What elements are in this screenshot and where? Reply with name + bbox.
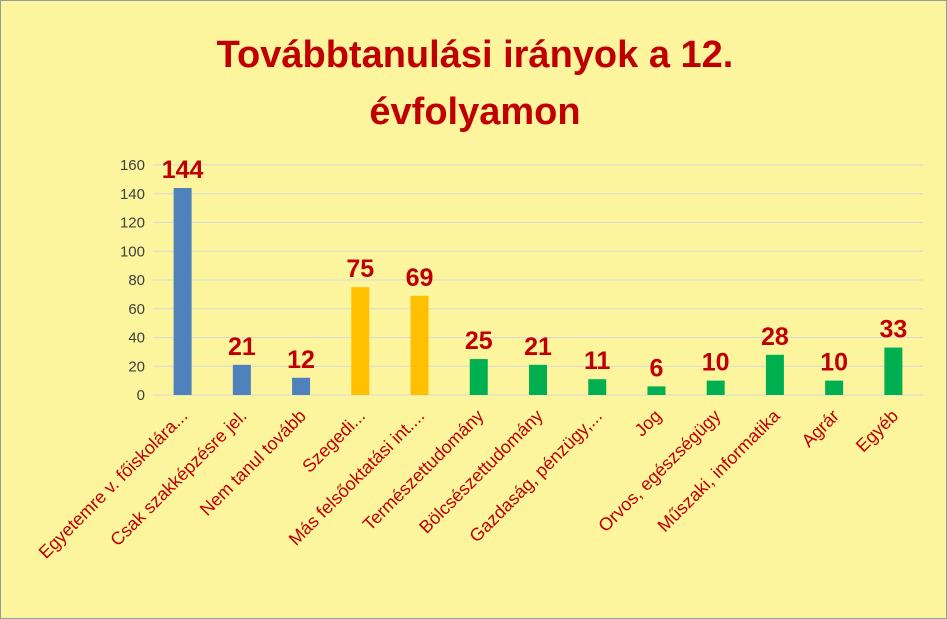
data-label-12: 10 [820,349,848,377]
data-label-1: 144 [162,156,204,184]
bars [173,188,903,395]
chart-title-line-2: évfolyamon [369,91,580,133]
bar-3 [292,377,311,395]
y-tick-label-20: 20 [128,358,145,375]
bar-11 [765,354,784,395]
x-axis: Egyetemre v. főiskolára...Csak szakképzé… [35,405,903,562]
bar-12 [825,380,844,395]
bar-1 [173,188,192,395]
gridlines [153,164,923,396]
data-labels: 144 21 12 75 69 25 21 11 6 10 28 10 33 [162,156,908,382]
bar-7 [529,364,547,395]
bar-10 [706,380,725,395]
bar-5 [410,295,429,395]
data-label-2: 21 [228,333,256,361]
data-label-5: 69 [406,264,434,292]
bar-4 [351,287,370,395]
data-label-10: 10 [702,349,730,377]
y-tick-label-80: 80 [128,272,145,289]
x-tick-label-12: Agrár [798,406,843,451]
chart-title-line-1: Továbbtanulási irányok a 12. [217,34,734,76]
y-axis: 0 20 40 60 80 100 120 140 160 [120,157,145,404]
y-tick-label-0: 0 [137,387,145,404]
x-tick-label-9: Jog [631,406,666,441]
y-tick-label-160: 160 [120,157,145,174]
y-tick-label-40: 40 [128,330,145,347]
data-label-9: 6 [650,354,664,382]
bar-9 [647,386,666,395]
y-tick-label-120: 120 [120,215,145,232]
data-label-6: 25 [465,327,493,355]
y-tick-label-100: 100 [120,243,145,260]
bar-8 [588,379,607,395]
bar-6 [469,359,488,395]
data-label-3: 12 [287,346,315,374]
data-label-4: 75 [346,255,374,283]
bar-13 [884,347,903,395]
data-label-11: 28 [761,323,789,351]
data-label-7: 21 [524,333,552,361]
x-tick-label-3: Nem tanul tovább [196,406,310,520]
y-tick-label-140: 140 [120,186,145,203]
x-tick-label-13: Egyéb [852,406,902,456]
data-label-8: 11 [584,347,611,375]
y-tick-label-60: 60 [128,301,145,318]
data-label-13: 33 [879,316,907,344]
bar-2 [232,364,251,395]
